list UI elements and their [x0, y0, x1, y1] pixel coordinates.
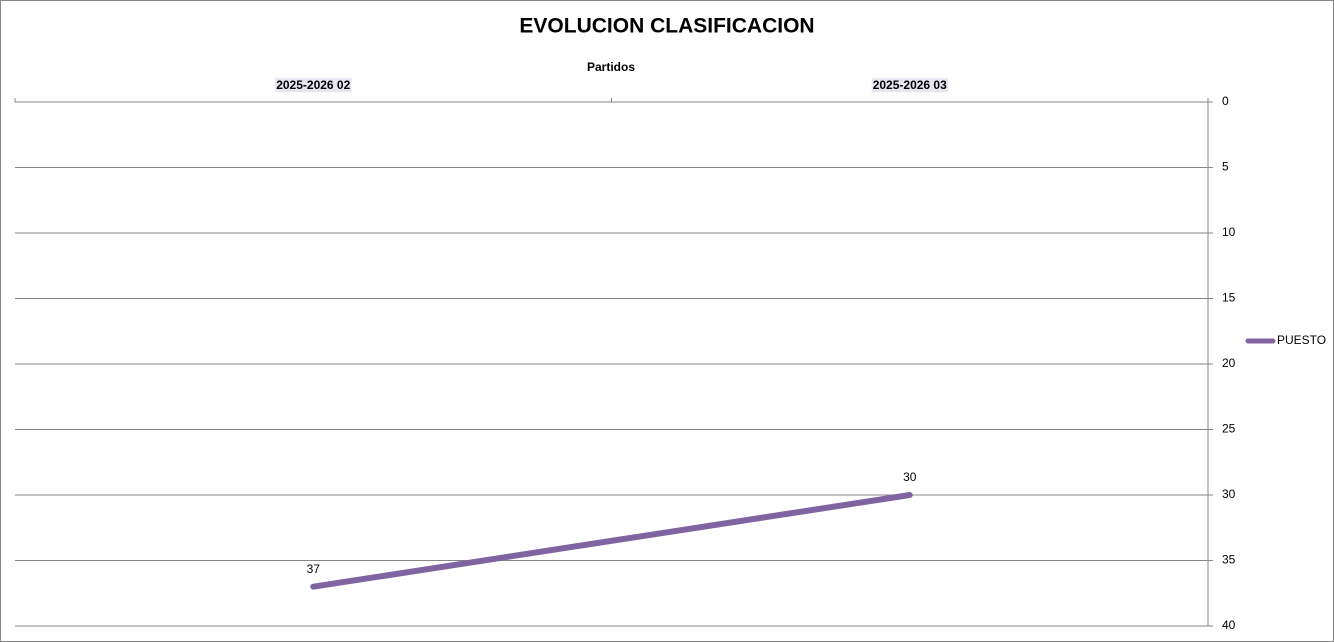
- x-tick-label: 2025-2026 03: [873, 78, 947, 92]
- x-tick-group: 2025-2026 02: [275, 78, 352, 93]
- y-tick-label: 25: [1222, 422, 1236, 436]
- series-line: [310, 492, 913, 590]
- legend-label: PUESTO: [1277, 333, 1326, 347]
- y-tick-label: 15: [1222, 291, 1236, 305]
- y-tick-label: 0: [1222, 94, 1229, 108]
- x-tick-label-bg: [871, 78, 949, 93]
- data-label: 30: [903, 470, 917, 484]
- x-tick-label: 2025-2026 02: [276, 78, 350, 92]
- chart-title: EVOLUCION CLASIFICACION: [519, 15, 814, 38]
- y-tick-label: 10: [1222, 225, 1236, 239]
- y-tick-label: 5: [1222, 160, 1229, 174]
- x-tick-group: 2025-2026 03: [871, 78, 949, 93]
- y-tick-label: 20: [1222, 356, 1236, 370]
- data-label: 37: [307, 562, 321, 576]
- x-axis-title: Partidos: [587, 60, 635, 74]
- y-tick-label: 40: [1222, 618, 1236, 632]
- y-tick-label: 30: [1222, 487, 1236, 501]
- x-tick-label-bg: [275, 78, 352, 93]
- y-tick-label: 35: [1222, 553, 1236, 567]
